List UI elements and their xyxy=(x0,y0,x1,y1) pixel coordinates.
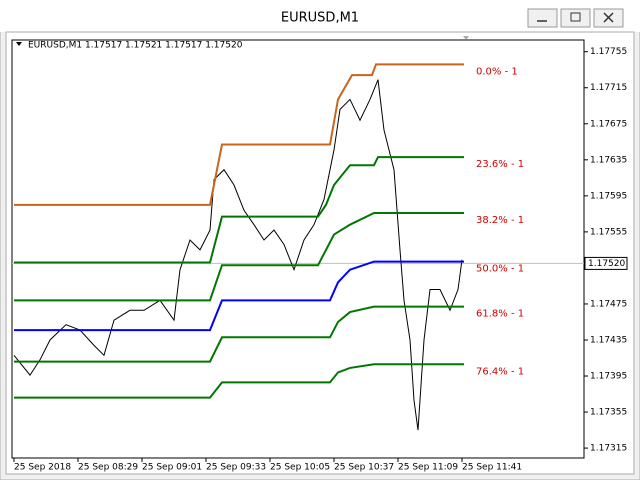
fib-level-label: 76.4% - 1 xyxy=(476,366,524,377)
fib-level-label: 23.6% - 1 xyxy=(476,159,524,170)
fib-level xyxy=(14,156,464,264)
y-tick-label: 1.17315 xyxy=(590,444,627,454)
fib-level xyxy=(14,305,464,363)
fib-level xyxy=(14,363,464,399)
x-tick-label: 25 Sep 10:37 xyxy=(334,463,394,473)
close-icon xyxy=(603,12,614,23)
restore-button[interactable] xyxy=(560,8,591,28)
current-price-label: 1.17520 xyxy=(588,259,625,269)
y-tick-label: 1.17675 xyxy=(590,119,627,129)
plot-frame xyxy=(11,39,585,459)
price-line xyxy=(13,79,463,431)
x-tick-label: 25 Sep 08:29 xyxy=(78,463,138,473)
x-tick-label: 25 Sep 11:09 xyxy=(398,463,458,473)
x-tick-label: 25 Sep 11:41 xyxy=(462,463,522,473)
fib-level xyxy=(14,63,464,206)
x-tick-label: 25 Sep 10:05 xyxy=(270,463,330,473)
fib-level-label: 61.8% - 1 xyxy=(476,309,524,320)
x-tick-label: 25 Sep 09:33 xyxy=(206,463,266,473)
y-tick-label: 1.17435 xyxy=(590,335,627,345)
y-tick-label: 1.17555 xyxy=(590,227,627,237)
y-tick-label: 1.17395 xyxy=(590,372,627,382)
shift-marker xyxy=(463,36,469,40)
y-tick-label: 1.17635 xyxy=(590,155,627,165)
y-tick-label: 1.17595 xyxy=(590,191,627,201)
y-tick-label: 1.17755 xyxy=(590,47,627,57)
restore-icon xyxy=(570,12,581,22)
fib-level-label: 50.0% - 1 xyxy=(476,264,524,275)
fib-level-label: 0.0% - 1 xyxy=(476,66,518,77)
chart-marker xyxy=(16,42,22,46)
chart-area xyxy=(5,31,635,475)
current-price-box xyxy=(584,256,628,270)
fib-level xyxy=(14,260,464,332)
window-title: EURUSD,M1 xyxy=(281,11,359,26)
fib-level-label: 38.2% - 1 xyxy=(476,215,524,226)
x-tick-label: 25 Sep 2018 xyxy=(14,463,71,473)
chart-info: EURUSD,M1 1.17517 1.17521 1.17517 1.1752… xyxy=(28,41,243,51)
fib-level xyxy=(14,211,464,302)
y-tick-label: 1.17715 xyxy=(590,83,627,93)
x-tick-label: 25 Sep 09:01 xyxy=(142,463,202,473)
y-tick-label: 1.17475 xyxy=(590,299,627,309)
y-tick-label: 1.17355 xyxy=(590,408,627,418)
minimize-button[interactable] xyxy=(527,8,558,28)
